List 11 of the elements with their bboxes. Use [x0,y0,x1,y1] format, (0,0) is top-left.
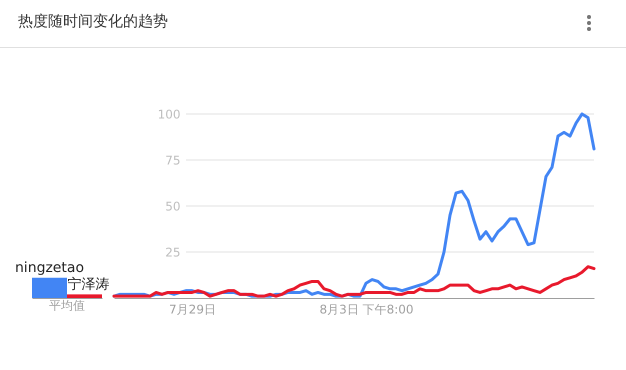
y-tick-label: 25 [165,246,180,260]
series-label: 宁泽涛 [68,276,110,292]
y-tick-label: 100 [158,108,180,122]
line-series [112,265,596,298]
x-tick-label: 平均值 [49,298,85,312]
x-tick-label: 7月29日 [169,302,216,316]
chart-title: 热度随时间变化的趋势 [18,12,168,31]
series-label: ningzetao [14,260,84,276]
y-tick-label: 50 [165,200,180,214]
x-tick-label: 8月3日 下午8:00 [319,302,414,316]
y-tick-label: 75 [165,154,180,168]
